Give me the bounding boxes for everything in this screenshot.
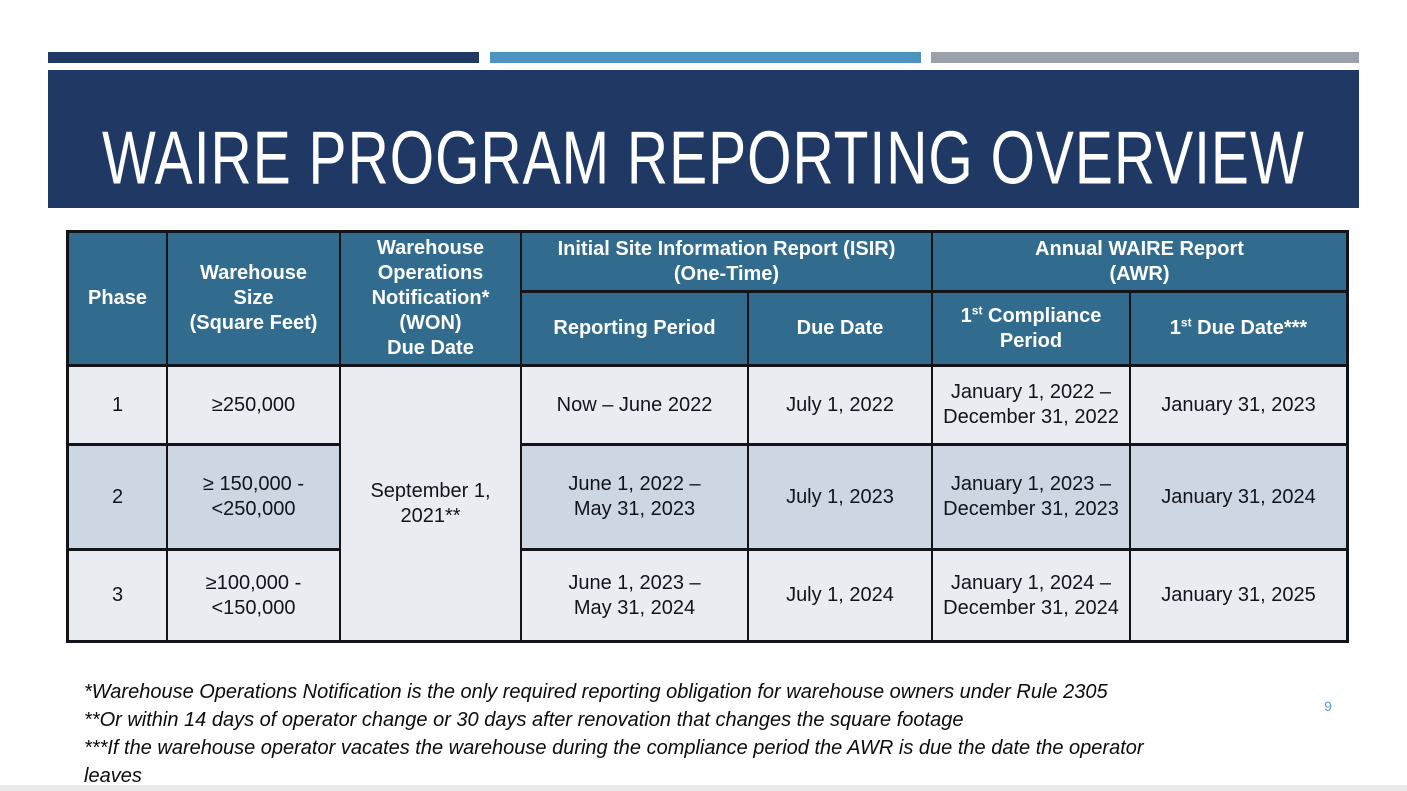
cell-reporting-period: June 1, 2023 – May 31, 2024 xyxy=(522,551,749,640)
ordinal-superscript: st xyxy=(1180,315,1192,330)
accent-bar-blue xyxy=(490,52,921,63)
footnotes: *Warehouse Operations Notification is th… xyxy=(84,678,1184,790)
cell-reporting-period: Now – June 2022 xyxy=(522,367,749,446)
cell-compliance-period: January 1, 2023 – December 31, 2023 xyxy=(933,446,1131,551)
header-phase: Phase xyxy=(69,233,168,367)
header-reporting-period: Reporting Period xyxy=(522,293,749,367)
cell-due-date: July 1, 2024 xyxy=(749,551,933,640)
footnote-won-owners: *Warehouse Operations Notification is th… xyxy=(84,681,1108,703)
header-first-compliance-period-text: 1st Compliance Period xyxy=(960,302,1102,352)
ordinal-superscript: st xyxy=(971,302,983,317)
header-first-due-date: 1st Due Date*** xyxy=(1131,293,1346,367)
cell-warehouse-size: ≥ 150,000 - <250,000 xyxy=(168,446,341,551)
cell-warehouse-size: ≥250,000 xyxy=(168,367,341,446)
header-due-date: Due Date xyxy=(749,293,933,367)
footnote-operator-vacates: ***If the warehouse operator vacates the… xyxy=(84,737,1144,787)
header-first-compliance-period: 1st Compliance Period xyxy=(933,293,1131,367)
slide-bottom-edge xyxy=(0,785,1407,791)
cell-won-due-date-merged: September 1, 2021** xyxy=(341,367,522,640)
header-first-due-date-text: 1st Due Date*** xyxy=(1169,315,1308,339)
page-number: 9 xyxy=(1324,698,1332,714)
cell-phase: 3 xyxy=(69,551,168,640)
cell-due-date: July 1, 2023 xyxy=(749,446,933,551)
footnote-operator-change: **Or within 14 days of operator change o… xyxy=(84,709,964,731)
cell-first-due-date: January 31, 2025 xyxy=(1131,551,1346,640)
cell-warehouse-size: ≥100,000 - <150,000 xyxy=(168,551,341,640)
header-won-due-date: Warehouse Operations Notification* (WON)… xyxy=(341,233,522,367)
page-title: WAIRE PROGRAM REPORTING OVERVIEW xyxy=(102,116,1305,201)
cell-phase: 1 xyxy=(69,367,168,446)
cell-phase: 2 xyxy=(69,446,168,551)
cell-first-due-date: January 31, 2023 xyxy=(1131,367,1346,446)
cell-due-date: July 1, 2022 xyxy=(749,367,933,446)
cell-reporting-period: June 1, 2022 – May 31, 2023 xyxy=(522,446,749,551)
cell-compliance-period: January 1, 2024 – December 31, 2024 xyxy=(933,551,1131,640)
accent-bar-navy xyxy=(48,52,479,63)
header-warehouse-size: Warehouse Size (Square Feet) xyxy=(168,233,341,367)
header-group-isir: Initial Site Information Report (ISIR) (… xyxy=(522,233,933,293)
reporting-overview-table: Phase Warehouse Size (Square Feet) Wareh… xyxy=(66,230,1349,643)
cell-first-due-date: January 31, 2024 xyxy=(1131,446,1346,551)
cell-compliance-period: January 1, 2022 – December 31, 2022 xyxy=(933,367,1131,446)
accent-bar-gray xyxy=(931,52,1359,63)
title-banner: WAIRE PROGRAM REPORTING OVERVIEW xyxy=(48,70,1359,208)
header-group-awr: Annual WAIRE Report (AWR) xyxy=(933,233,1346,293)
